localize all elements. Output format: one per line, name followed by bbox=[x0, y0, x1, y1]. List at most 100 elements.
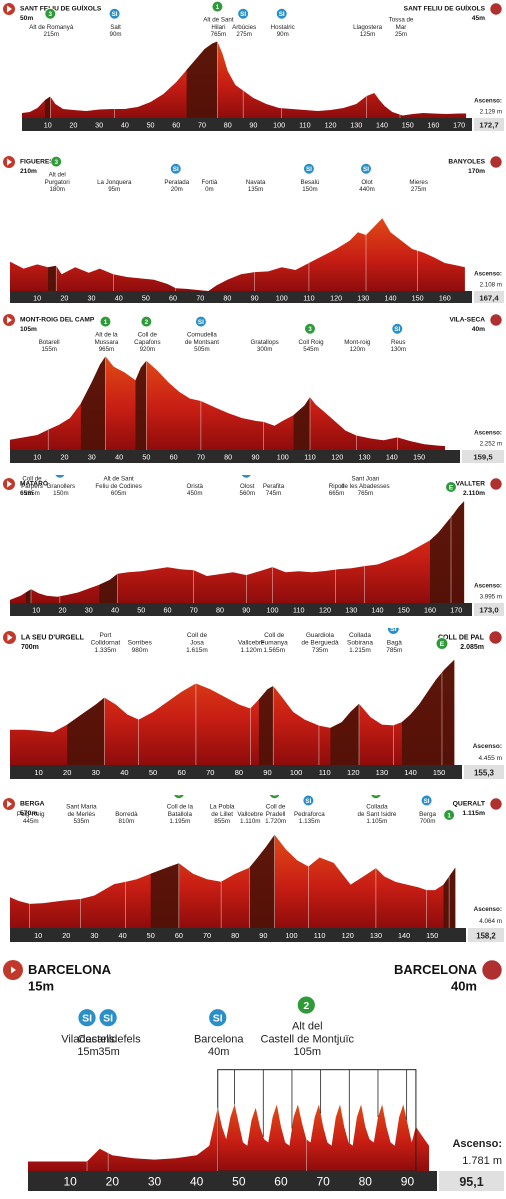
km-tick-label: 100 bbox=[290, 768, 303, 777]
point-badge: SI bbox=[243, 475, 249, 477]
point-label: 120m bbox=[350, 346, 365, 353]
point-label: 765m bbox=[211, 31, 226, 38]
point-label: Coll de bbox=[187, 632, 208, 639]
km-tick-label: 10 bbox=[33, 293, 41, 302]
point-label: 275m bbox=[236, 31, 251, 38]
finish-flag-icon bbox=[489, 2, 503, 16]
point-label: Navata bbox=[246, 179, 266, 186]
start-location: MONT-ROIG DEL CAMP bbox=[20, 317, 95, 324]
point-label: 1.215m bbox=[349, 647, 371, 654]
km-tick-label: 10 bbox=[32, 605, 40, 614]
point-label: de Sant Isidre bbox=[357, 811, 396, 818]
km-tick-label: 60 bbox=[164, 605, 172, 614]
point-label: 920m bbox=[140, 346, 155, 353]
point-label: Salt bbox=[110, 24, 121, 31]
stage-profile-1: 10 20 30 40 50 60 70 80 90 100 110 120 130 140 150 160 1… bbox=[3, 0, 504, 131]
ascent-label: Ascenso: bbox=[473, 743, 502, 750]
point-label: Bagà bbox=[387, 640, 403, 647]
point-label: 105m bbox=[294, 1046, 322, 1058]
km-tick-label: 20 bbox=[59, 605, 67, 614]
km-tick-label: 10 bbox=[34, 768, 42, 777]
point-label: Viladecans bbox=[61, 1033, 115, 1045]
km-tick-label: 150 bbox=[412, 293, 424, 302]
mountain-category-icon bbox=[435, 637, 449, 650]
km-tick-label: 70 bbox=[203, 931, 211, 940]
point-label: 150m bbox=[53, 490, 68, 497]
climb-segment bbox=[99, 573, 118, 603]
point-label: Alt del bbox=[292, 1021, 323, 1033]
km-tick-label: 40 bbox=[111, 605, 119, 614]
km-tick-label: 20 bbox=[62, 931, 70, 940]
point-badge: 1 bbox=[447, 812, 451, 819]
point-label: 560m bbox=[240, 490, 255, 497]
point-label: Pradell bbox=[266, 811, 286, 818]
km-tick-label: 10 bbox=[33, 452, 41, 461]
km-tick-label: 30 bbox=[88, 293, 96, 302]
finish-flag-icon bbox=[489, 477, 503, 491]
point-label: Josa bbox=[190, 640, 204, 647]
point-badge: SI bbox=[424, 798, 430, 805]
km-tick-label: 110 bbox=[304, 452, 315, 461]
start-arrow-icon bbox=[7, 158, 12, 166]
point-badge: 3 bbox=[49, 11, 53, 18]
km-scale-bar bbox=[10, 928, 466, 942]
point-label: 785m bbox=[386, 647, 402, 654]
point-label: 980m bbox=[132, 647, 148, 654]
ascent-label: Ascenso: bbox=[452, 1138, 502, 1150]
mountain-category-icon bbox=[443, 809, 455, 821]
mountain-category-icon bbox=[50, 155, 62, 168]
point-label: Capafons bbox=[134, 339, 161, 346]
intermediate-sprint-icon bbox=[54, 475, 66, 479]
point-label: 35m bbox=[98, 1046, 119, 1058]
km-tick-label: 110 bbox=[293, 605, 304, 614]
point-label: Collada bbox=[366, 804, 388, 811]
total-distance-box bbox=[464, 765, 504, 779]
point-label: La Pobla bbox=[210, 804, 235, 811]
point-label: 180m bbox=[49, 186, 64, 193]
km-tick-label: 90 bbox=[259, 931, 267, 940]
km-tick-label: 30 bbox=[148, 1174, 162, 1188]
km-tick-label: 10 bbox=[34, 931, 42, 940]
point-badge: SI bbox=[112, 11, 118, 18]
km-tick-label: 50 bbox=[149, 768, 157, 777]
point-label: Purgatori bbox=[45, 179, 70, 186]
climb-segment bbox=[25, 589, 31, 603]
point-label: Fortià bbox=[201, 179, 217, 186]
point-label: 275m bbox=[411, 186, 426, 193]
km-tick-label: 80 bbox=[231, 931, 239, 940]
start-location: MATARÓ bbox=[20, 479, 48, 488]
point-label: Gratallops bbox=[251, 339, 279, 346]
finish-flag-icon bbox=[489, 313, 503, 327]
km-tick-label: 110 bbox=[319, 768, 331, 777]
start-location: LA SEU D'URGELL bbox=[21, 634, 85, 641]
climb-segment bbox=[80, 356, 106, 450]
km-tick-label: 140 bbox=[376, 120, 388, 129]
point-label: Mar bbox=[396, 24, 407, 31]
stage-profile-6: 10 20 30 40 50 60 70 80 90 100 110 120 130 140 150 158,… bbox=[3, 795, 504, 942]
km-tick-label: 120 bbox=[319, 605, 331, 614]
point-badge: SI bbox=[240, 11, 246, 18]
point-label: Olot bbox=[361, 179, 373, 186]
ascent-value: 2.129 m bbox=[480, 108, 502, 115]
intermediate-sprint-icon bbox=[195, 315, 207, 328]
km-tick-label: 150 bbox=[426, 931, 438, 940]
point-label: 855m bbox=[214, 818, 230, 825]
ascent-label: Ascenso: bbox=[474, 97, 502, 104]
finish-altitude: 45m bbox=[472, 15, 485, 22]
elevation-profile-area bbox=[22, 41, 467, 118]
finish-altitude: 40m bbox=[451, 979, 477, 994]
point-badge: 1 bbox=[216, 4, 220, 11]
km-tick-label: 160 bbox=[427, 120, 439, 129]
ascent-value: 3.995 m bbox=[480, 593, 502, 600]
point-label: Castelldefels bbox=[78, 1033, 141, 1045]
km-tick-label: 20 bbox=[63, 768, 71, 777]
start-altitude: 65m bbox=[20, 490, 33, 497]
intermediate-sprint-icon bbox=[108, 7, 121, 20]
km-tick-label: 30 bbox=[92, 768, 100, 777]
point-label: Puig-Reig bbox=[17, 811, 45, 818]
km-tick-label: 100 bbox=[267, 605, 279, 614]
point-badge: 1 bbox=[374, 795, 378, 798]
ascent-value: 2.252 m bbox=[480, 440, 502, 447]
km-tick-label: 140 bbox=[398, 931, 410, 940]
climb-segment bbox=[330, 703, 359, 765]
